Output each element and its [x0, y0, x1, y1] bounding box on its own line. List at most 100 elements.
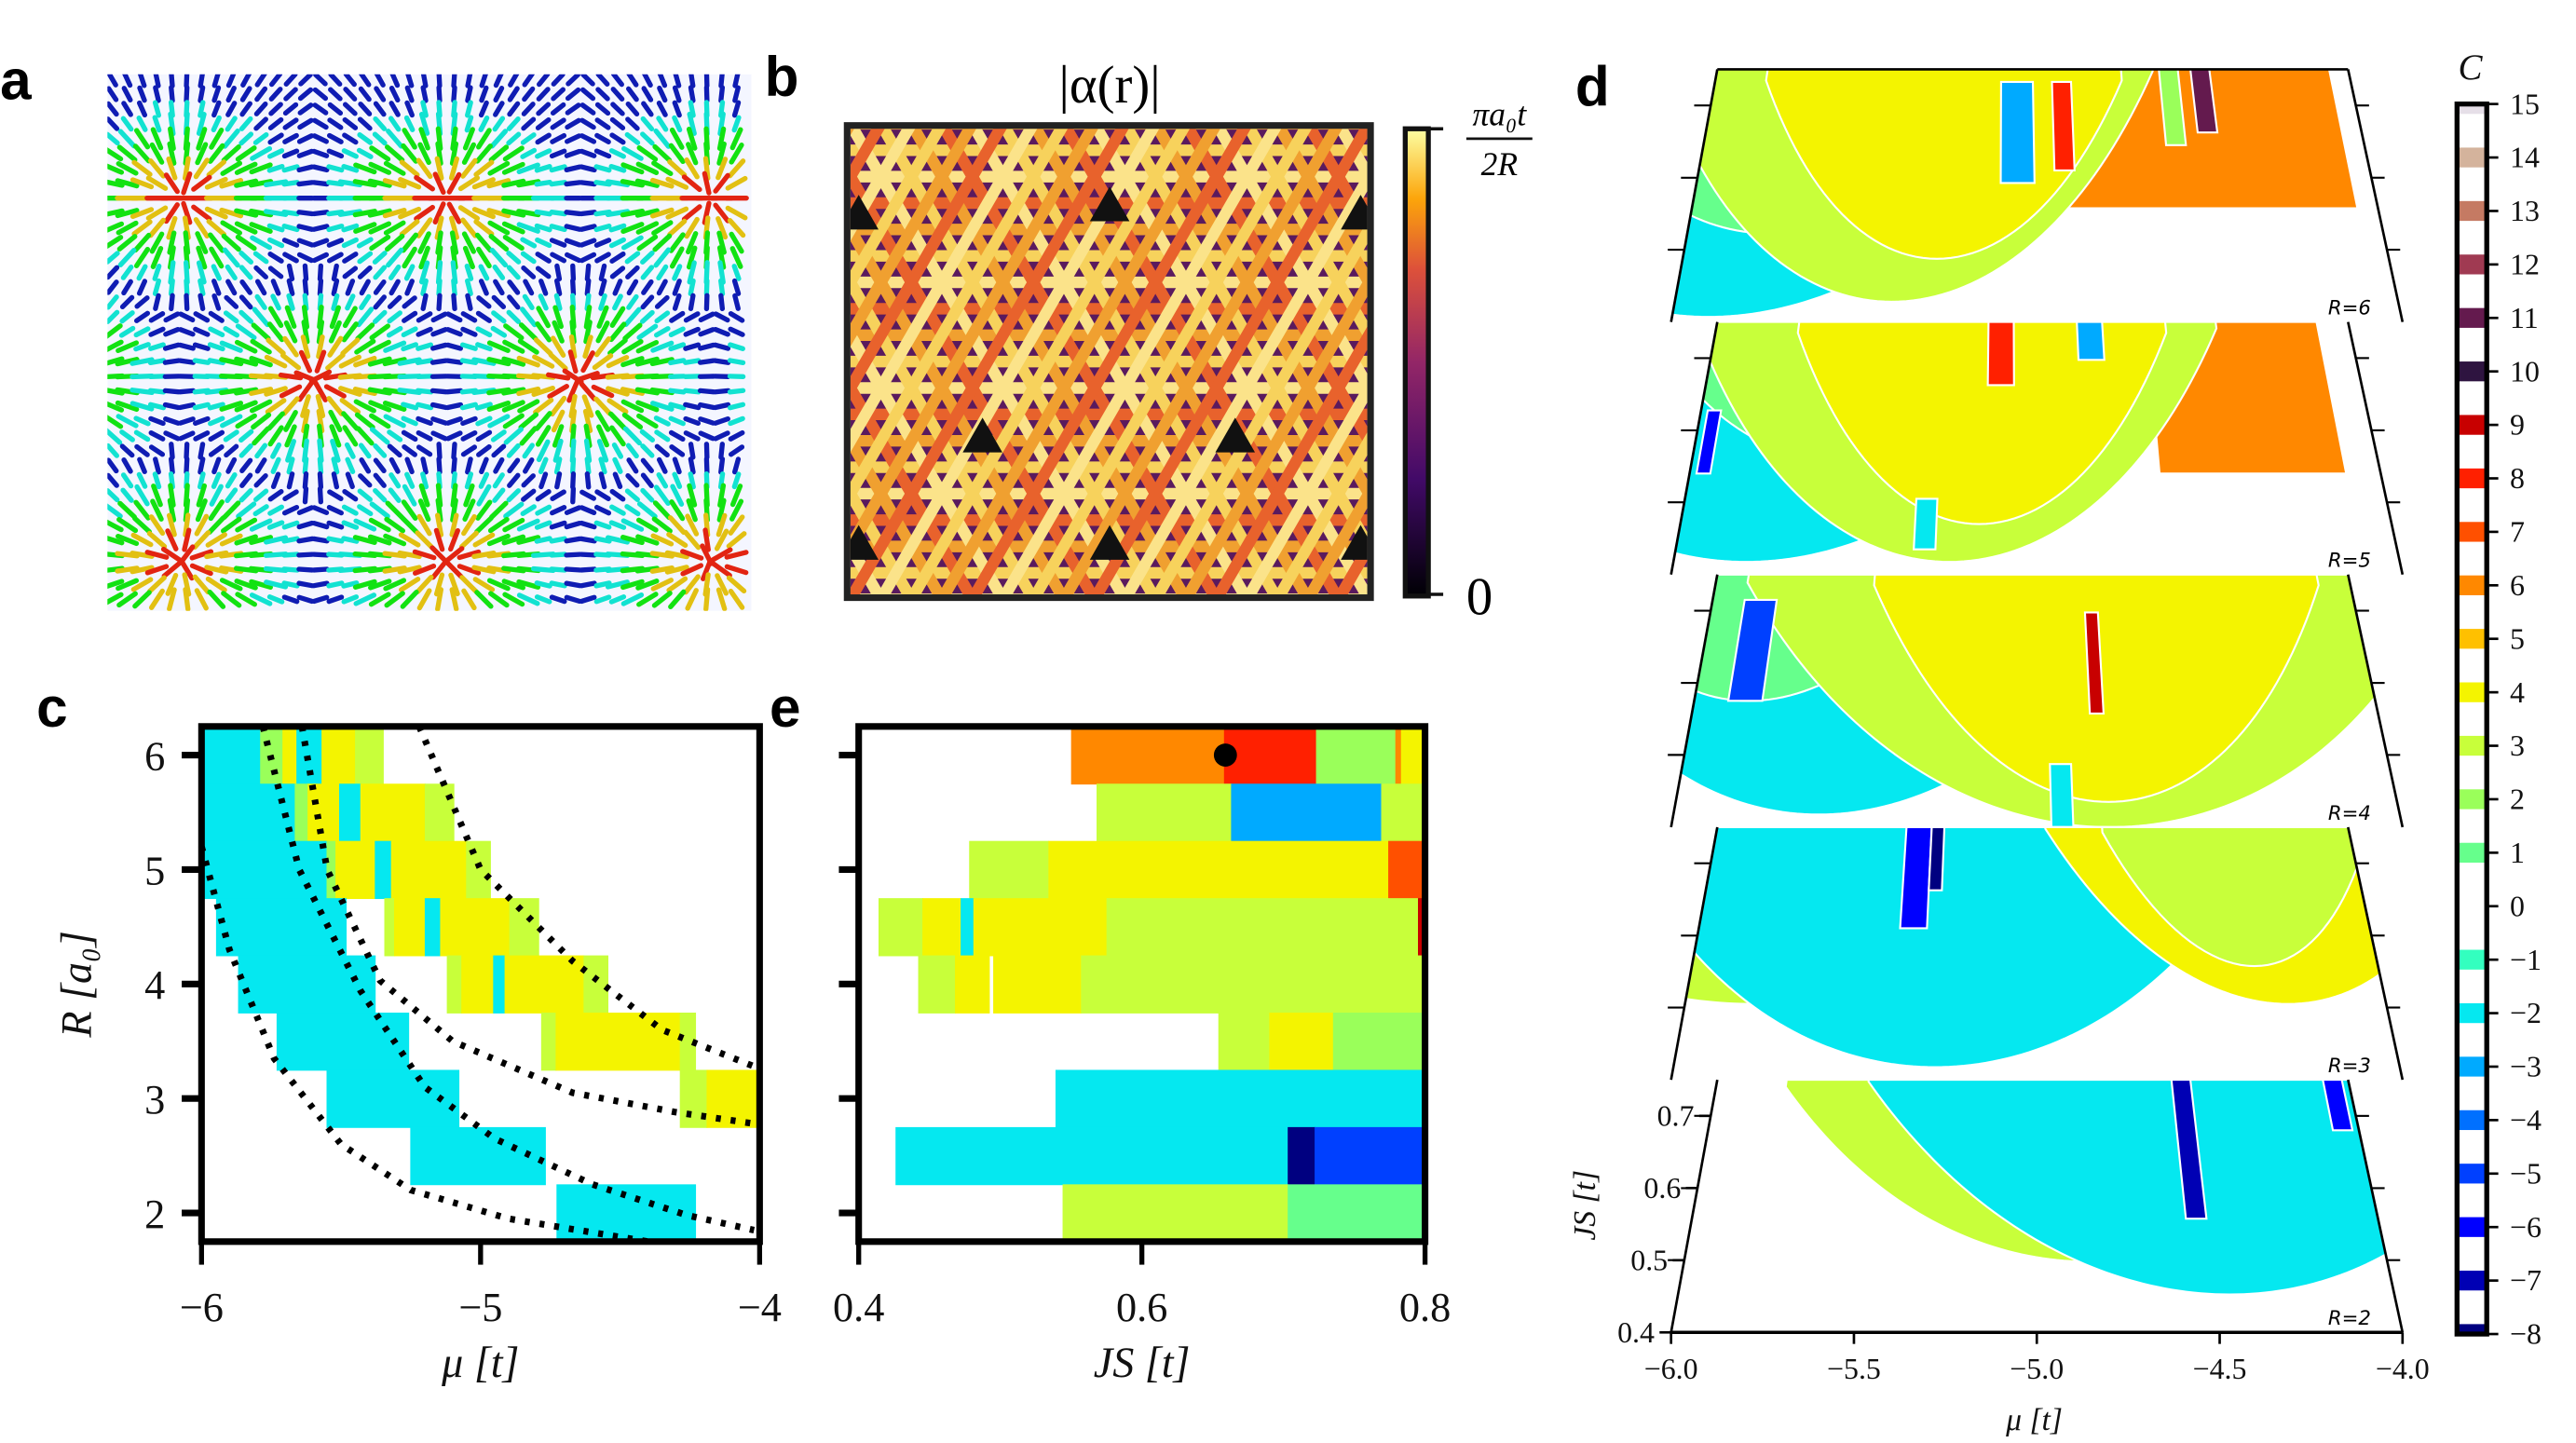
colorbar-tick-label: 2 [2510, 783, 2525, 816]
spin-arrow [267, 488, 284, 502]
spin-arrow [698, 311, 716, 323]
spin-arrow [549, 164, 567, 173]
spin-arrow [323, 384, 347, 399]
spin-arrow [535, 504, 552, 516]
spin-arrow [635, 579, 660, 591]
spin-arrow [430, 342, 449, 351]
spin-arrow [234, 400, 258, 413]
spin-arrow [580, 74, 595, 87]
spin-arrow [223, 326, 240, 338]
spin-arrow [727, 217, 746, 238]
spin-arrow [234, 178, 259, 188]
spin-arrow [565, 102, 581, 116]
spin-arrow [416, 402, 434, 411]
spin-arrow [672, 471, 683, 489]
spin-arrow [697, 358, 716, 365]
spin-arrow [680, 563, 704, 577]
spin-arrow [183, 587, 191, 611]
colorbar-tick-label: 5 [2510, 622, 2525, 655]
colorbar-tick-label: 6 [2510, 569, 2525, 602]
spin-arrow [223, 310, 239, 324]
lattice-line [957, 129, 1368, 595]
x-tick-label: −4.0 [2376, 1353, 2430, 1385]
y-tick-label: 0.7 [1657, 1099, 1695, 1132]
spin-arrow [117, 129, 137, 149]
spin-arrow [430, 430, 448, 442]
spin-arrow [672, 100, 682, 118]
spin-arrow [239, 309, 254, 324]
spin-arrow [688, 442, 696, 460]
panel-label-a: a [0, 48, 32, 111]
chern-region [1695, 409, 1723, 475]
spin-arrow [152, 115, 162, 133]
spin-arrow [345, 471, 355, 490]
spin-arrow [198, 85, 206, 103]
boundary-curve [298, 726, 755, 1127]
spin-arrow [728, 415, 745, 427]
spin-arrow [193, 326, 211, 337]
colorbar-tick-label: 14 [2510, 142, 2540, 174]
spin-arrow [702, 170, 712, 196]
spin-arrow [342, 252, 359, 264]
spin-arrow [341, 536, 360, 544]
spin-arrow [359, 293, 372, 310]
spin-arrow [343, 87, 358, 102]
spin-arrow [311, 224, 330, 232]
spin-arrow [134, 295, 150, 309]
spin-arrow [383, 220, 406, 236]
spin-arrow [535, 237, 552, 249]
spin-arrow [311, 252, 329, 264]
spin-arrow [598, 293, 607, 311]
spin-arrow [326, 536, 345, 544]
spin-arrow [367, 208, 392, 218]
spin-arrow [464, 471, 474, 490]
spin-arrow [728, 326, 745, 337]
spin-arrow [507, 472, 521, 488]
spin-arrow [239, 265, 253, 280]
spin-arrow [282, 117, 299, 130]
spin-arrow [718, 278, 726, 297]
spin-arrow [584, 263, 592, 282]
spin-arrow [596, 305, 609, 329]
spin-arrow [129, 551, 155, 559]
spin-arrow [133, 499, 151, 521]
spin-arrow [137, 85, 147, 103]
spin-arrow [281, 148, 300, 159]
spin-arrow [166, 215, 178, 240]
spin-arrow [134, 443, 150, 457]
spin-arrow [464, 100, 473, 118]
spin-arrow [353, 162, 377, 175]
spin-arrow [471, 177, 496, 190]
spin-arrow [649, 357, 675, 367]
spin-arrow [107, 339, 124, 352]
spin-arrow [389, 74, 401, 88]
spin-arrow [606, 355, 630, 369]
x-axis-label: μ [t] [2005, 1403, 2063, 1437]
spin-arrow [116, 161, 139, 176]
spin-arrow [579, 551, 597, 558]
spin-arrow [357, 504, 374, 517]
spin-arrow [281, 210, 300, 217]
spin-arrow [672, 115, 683, 133]
spin-arrow [267, 425, 284, 447]
spin-arrow [434, 215, 444, 240]
spin-arrow [728, 514, 745, 536]
spin-arrow [386, 129, 404, 149]
x-axis-label: μ [t] [441, 1339, 519, 1386]
spin-arrow [372, 251, 388, 265]
spin-arrow [133, 128, 151, 150]
spin-arrow [399, 577, 421, 592]
spin-arrow [593, 224, 612, 233]
spin-arrow [672, 264, 683, 281]
vortex-core [850, 195, 879, 230]
spin-arrow [461, 513, 477, 537]
lattice-line [850, 129, 1331, 595]
spin-arrow [107, 401, 125, 413]
spin-arrow [464, 115, 474, 133]
spin-arrow [520, 132, 537, 145]
spin-arrow [522, 442, 535, 459]
spin-arrow [264, 354, 288, 369]
spin-arrow [404, 100, 415, 118]
spin-arrow [204, 176, 228, 190]
